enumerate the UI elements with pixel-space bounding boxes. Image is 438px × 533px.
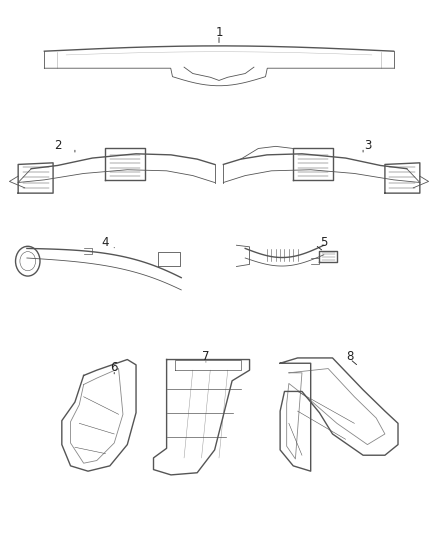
Text: 1: 1 [215, 26, 223, 39]
Text: 4: 4 [102, 236, 109, 249]
Text: 3: 3 [364, 139, 371, 152]
Text: 6: 6 [110, 361, 118, 374]
Text: 8: 8 [346, 350, 353, 364]
Text: 5: 5 [320, 236, 328, 249]
Text: 7: 7 [202, 350, 210, 364]
Text: 2: 2 [54, 139, 61, 152]
